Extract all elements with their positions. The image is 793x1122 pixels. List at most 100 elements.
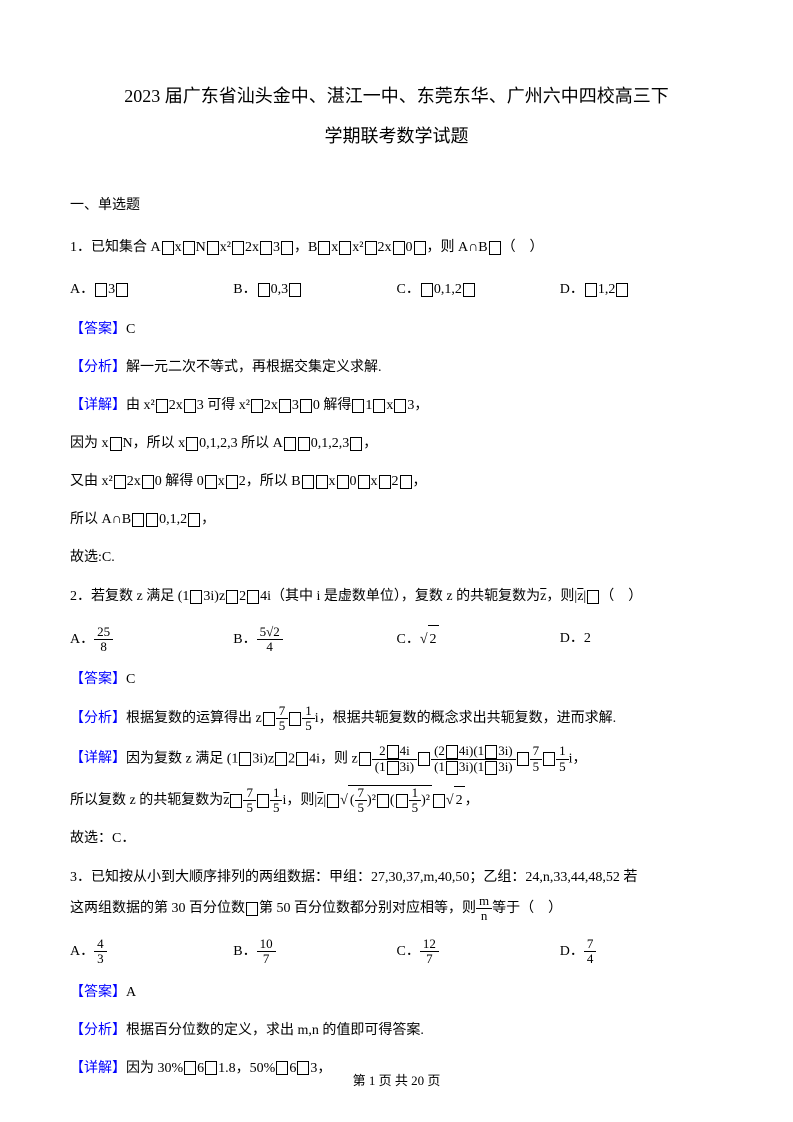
- frac-den: (13i): [372, 760, 417, 775]
- fraction: 107: [257, 937, 276, 967]
- frac-num: 7: [355, 786, 368, 801]
- z-bar: z: [577, 589, 583, 604]
- fraction: 15: [409, 786, 422, 816]
- q1-text: N: [196, 240, 206, 255]
- question-1-stem: 1．已知集合 AxNx²2x3，Bxx²2x0，则 A∩B（ ）: [70, 233, 723, 264]
- box-icon: [327, 794, 339, 808]
- opt-val: 0,1,2: [434, 282, 462, 297]
- frac-num: 25: [94, 625, 113, 640]
- opt-label: C．: [397, 632, 420, 647]
- box-icon: [188, 513, 200, 527]
- detail-label: 【详解】: [70, 751, 126, 766]
- answer-value: C: [126, 672, 135, 687]
- q1-text: x: [331, 240, 338, 255]
- q1-text: 2x: [378, 240, 392, 255]
- box-icon: [247, 590, 259, 604]
- analysis-label: 【分析】: [70, 1023, 126, 1038]
- answer-value: C: [126, 322, 135, 337]
- page-footer: 第 1 页 共 20 页: [0, 1069, 793, 1092]
- sqrt-val: 2: [454, 786, 465, 815]
- q3-line1: 3．已知按从小到大顺序排列的两组数据：甲组：27,30,37,m,40,50；乙…: [70, 863, 723, 894]
- opt-val: 2: [584, 631, 591, 646]
- frac-den: 5: [530, 760, 543, 774]
- box-icon: [279, 399, 291, 413]
- analysis-block: 【分析】根据复数的运算得出 z7515i，根据共轭复数的概念求出共轭复数，进而求…: [70, 704, 723, 734]
- q1-text: ，则 A∩B: [427, 240, 488, 255]
- fraction: (24i)(13i)(13i)(13i): [431, 744, 516, 775]
- detail-text: 2，所以 B: [239, 474, 301, 489]
- box-icon: [393, 241, 405, 255]
- q2-text: ，则: [546, 589, 574, 604]
- box-icon: [418, 752, 430, 766]
- box-icon: [350, 437, 362, 451]
- box-icon: [298, 437, 310, 451]
- detail-line-3: 又由 x²2x0 解得 0x2，所以 Bx0x2，: [70, 468, 723, 496]
- z-bar: z: [317, 793, 323, 808]
- box-icon: [239, 752, 251, 766]
- frac-den: 5: [409, 801, 422, 815]
- frac-den: 3: [94, 952, 107, 966]
- detail-text: 所以 A∩B: [70, 512, 131, 527]
- box-icon: [400, 475, 412, 489]
- detail-text: x: [371, 474, 378, 489]
- detail-text: 1: [365, 398, 372, 413]
- option-d: D．1,2: [560, 276, 723, 304]
- analysis-label: 【分析】: [70, 711, 126, 726]
- analysis-text: i，根据共轭复数的概念求出共轭复数，进而求解.: [315, 711, 616, 726]
- opt-label: D．: [560, 631, 584, 646]
- box-icon: [281, 241, 293, 255]
- detail-text: 4i，则 z: [309, 751, 358, 766]
- question-2-options: A．258 B．5√24 C．√2 D．2: [70, 625, 723, 655]
- q1-text: 1．已知集合 A: [70, 240, 161, 255]
- box-icon: [232, 241, 244, 255]
- box-icon: [463, 283, 475, 297]
- opt-label: A．: [70, 282, 94, 297]
- answer-block: 【答案】A: [70, 979, 723, 1007]
- fraction: 258: [94, 625, 113, 655]
- detail-text: 2: [288, 751, 295, 766]
- analysis-block: 【分析】解一元二次不等式，再根据交集定义求解.: [70, 354, 723, 382]
- fraction: 75: [243, 786, 256, 816]
- box-icon: [116, 283, 128, 297]
- box-icon: [257, 794, 269, 808]
- box-icon: [289, 712, 301, 726]
- box-icon: [226, 475, 238, 489]
- answer-label: 【答案】: [70, 672, 126, 687]
- title-line-1: 2023 届广东省汕头金中、湛江一中、东莞东华、广州六中四校高三下: [70, 80, 723, 112]
- box-icon: [446, 745, 458, 759]
- box-icon: [373, 399, 385, 413]
- box-icon: [365, 241, 377, 255]
- detail-text: 0 解得: [313, 398, 352, 413]
- detail-text: ，: [573, 751, 587, 766]
- box-icon: [263, 712, 275, 726]
- option-d: D．74: [560, 937, 723, 967]
- q2-text: 4i（其中 i 是虚数单位），复数 z 的共轭复数为: [260, 589, 540, 604]
- opt-label: A．: [70, 944, 94, 959]
- detail-text: 2: [392, 474, 399, 489]
- frac-num: 7: [243, 786, 256, 801]
- box-icon: [377, 794, 389, 808]
- frac-num: 12: [420, 937, 439, 952]
- detail-line-4: 所以 A∩B0,1,2，: [70, 506, 723, 534]
- detail-text: 由 x²: [126, 398, 155, 413]
- z-bar: z: [223, 793, 229, 808]
- box-icon: [251, 399, 263, 413]
- box-icon: [543, 752, 555, 766]
- option-b: B．5√24: [233, 625, 396, 655]
- fraction: 127: [420, 937, 439, 967]
- detail-text: 因为复数 z 满足 (1: [126, 751, 238, 766]
- question-3-stem: 3．已知按从小到大顺序排列的两组数据：甲组：27,30,37,m,40,50；乙…: [70, 863, 723, 925]
- q2-text: 2: [239, 589, 246, 604]
- box-icon: [352, 399, 364, 413]
- frac-num: 1: [302, 704, 315, 719]
- box-icon: [358, 475, 370, 489]
- fraction: 75: [530, 744, 543, 774]
- opt-label: B．: [233, 944, 256, 959]
- box-icon: [284, 437, 296, 451]
- detail-text: 3，: [407, 398, 428, 413]
- detail-line-1: 【详解】由 x²2x3 可得 x²2x30 解得1x3，: [70, 392, 723, 420]
- box-icon: [275, 752, 287, 766]
- option-b: B．0,3: [233, 276, 396, 304]
- detail-text: 2x: [264, 398, 278, 413]
- box-icon: [207, 241, 219, 255]
